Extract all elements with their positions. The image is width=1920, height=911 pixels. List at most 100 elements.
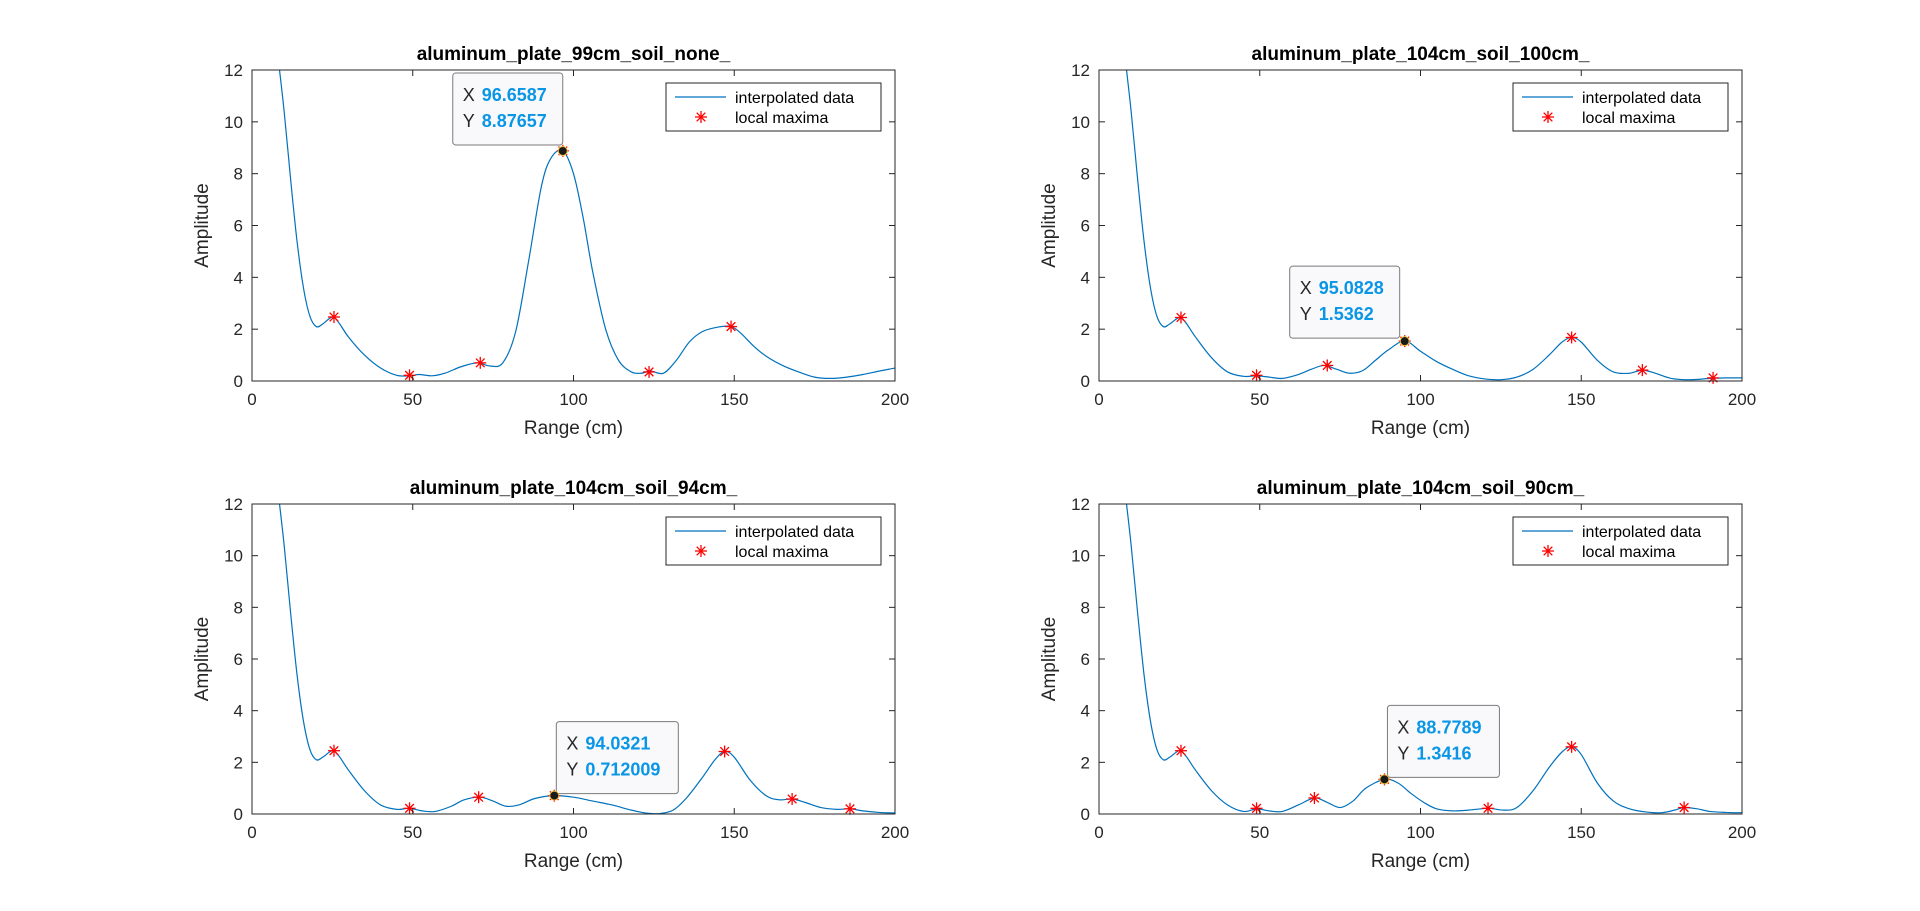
x-axis-label: Range (cm)	[1371, 851, 1470, 872]
legend-star-swatch	[695, 111, 707, 123]
legend: interpolated data local maxima	[1512, 516, 1729, 566]
local-maxima-marker	[1174, 744, 1187, 757]
legend-star-swatch	[695, 545, 707, 557]
y-tick-label: 10	[224, 113, 243, 132]
legend-box	[1512, 516, 1729, 566]
y-axis-label: Amplitude	[192, 183, 213, 268]
x-tick-label: 150	[1567, 823, 1595, 842]
subplot-3: 0 50 100 150 200 0 2 4 6 8 10 12 aluminum_plate_104c…	[192, 478, 909, 872]
local-maxima-marker	[725, 320, 738, 333]
datatip-y-label: Y	[1300, 304, 1312, 324]
x-tick-label: 100	[559, 390, 587, 409]
datatip[interactable]: X 94.0321 Y 0.712009	[549, 721, 679, 801]
y-axis-label: Amplitude	[1039, 183, 1060, 268]
x-tick-label: 200	[881, 823, 909, 842]
datatip[interactable]: X 95.0828 Y 1.5362	[1289, 265, 1410, 347]
datatip-box	[452, 72, 564, 146]
local-maxima-marker	[786, 793, 799, 806]
datatip-x-label: X	[463, 85, 475, 105]
datatip[interactable]: X 96.6587 Y 8.87657	[452, 72, 568, 156]
y-tick-label: 6	[234, 650, 243, 669]
legend-star-swatch	[1542, 111, 1554, 123]
chart-title: aluminum_plate_99cm_soil_none_	[417, 44, 731, 65]
legend-box	[1512, 82, 1729, 132]
y-tick-label: 2	[234, 753, 243, 772]
legend-label-interpolated-data: interpolated data	[1582, 90, 1701, 107]
y-tick-label: 8	[234, 598, 243, 617]
y-tick-label: 8	[234, 165, 243, 184]
y-tick-label: 6	[1081, 217, 1090, 236]
y-tick-label: 4	[1081, 702, 1090, 721]
local-maxima-marker	[1174, 311, 1187, 324]
x-tick-label: 50	[1250, 390, 1269, 409]
local-maxima-marker	[643, 365, 656, 378]
legend-box	[665, 82, 882, 132]
datatip-x-value: 94.0321	[585, 734, 650, 754]
datatip-x-label: X	[566, 734, 578, 754]
x-axis-label: Range (cm)	[524, 418, 623, 439]
chart-title: aluminum_plate_104cm_soil_94cm_	[410, 478, 738, 499]
x-tick-label: 150	[1567, 390, 1595, 409]
datatip-box	[555, 721, 679, 795]
datatip-marker[interactable]	[549, 790, 560, 801]
x-tick-label: 150	[720, 823, 748, 842]
datatip-x-value: 95.0828	[1319, 278, 1384, 298]
datatip-x-value: 88.7789	[1416, 717, 1481, 737]
local-maxima-marker	[1707, 371, 1720, 384]
y-tick-label: 12	[224, 61, 243, 80]
subplot-4: 0 50 100 150 200 0 2 4 6 8 10 12 aluminum_plate_104c…	[1039, 478, 1756, 872]
local-maxima-marker	[403, 802, 416, 815]
datatip-x-label: X	[1397, 717, 1409, 737]
datatip-y-label: Y	[566, 760, 578, 780]
datatip[interactable]: X 88.7789 Y 1.3416	[1379, 704, 1500, 785]
y-tick-label: 2	[1081, 753, 1090, 772]
x-tick-label: 200	[1728, 823, 1756, 842]
legend: interpolated data local maxima	[1512, 82, 1729, 132]
y-tick-label: 10	[1071, 547, 1090, 566]
legend-star-swatch	[1542, 545, 1554, 557]
local-maxima-marker	[1565, 740, 1578, 753]
local-maxima-marker	[327, 744, 340, 757]
legend: interpolated data local maxima	[665, 516, 882, 566]
datatip-marker[interactable]	[1379, 774, 1390, 785]
y-tick-label: 0	[1081, 805, 1090, 824]
datatip-x-label: X	[1300, 278, 1312, 298]
y-tick-label: 4	[1081, 268, 1090, 287]
legend-label-interpolated-data: interpolated data	[735, 524, 854, 541]
y-tick-label: 4	[234, 702, 243, 721]
y-tick-label: 0	[234, 372, 243, 391]
datatip-marker[interactable]	[1399, 336, 1410, 347]
legend-box	[665, 516, 882, 566]
subplot-2: 0 50 100 150 200 0 2 4 6 8 10 12 aluminum_plate_104c…	[1039, 44, 1756, 439]
local-maxima-marker	[718, 745, 731, 758]
legend-label-local-maxima: local maxima	[1582, 110, 1675, 127]
x-axis-label: Range (cm)	[524, 851, 623, 872]
x-tick-label: 150	[720, 390, 748, 409]
datatip-box	[1386, 704, 1500, 778]
local-maxima-marker	[472, 791, 485, 804]
local-maxima-marker	[1250, 802, 1263, 815]
local-maxima-marker	[403, 369, 416, 382]
y-tick-label: 10	[224, 547, 243, 566]
x-tick-label: 100	[559, 823, 587, 842]
y-tick-label: 2	[1081, 320, 1090, 339]
y-tick-label: 0	[1081, 372, 1090, 391]
local-maxima-marker	[1636, 364, 1649, 377]
y-tick-label: 4	[234, 268, 243, 287]
local-maxima-marker	[327, 310, 340, 323]
datatip-box	[1289, 265, 1401, 339]
datatip-y-label: Y	[1397, 743, 1409, 763]
y-tick-label: 12	[1071, 495, 1090, 514]
datatip-y-value: 1.3416	[1416, 743, 1471, 763]
chart-title: aluminum_plate_104cm_soil_100cm_	[1252, 44, 1590, 65]
datatip-marker[interactable]	[557, 145, 568, 156]
y-tick-label: 2	[234, 320, 243, 339]
y-axis-label: Amplitude	[192, 617, 213, 702]
x-tick-label: 50	[403, 390, 422, 409]
datatip-y-value: 0.712009	[585, 760, 660, 780]
datatip-y-label: Y	[463, 111, 475, 131]
x-tick-label: 50	[1250, 823, 1269, 842]
local-maxima-marker	[1678, 801, 1691, 814]
legend-label-local-maxima: local maxima	[1582, 544, 1675, 561]
